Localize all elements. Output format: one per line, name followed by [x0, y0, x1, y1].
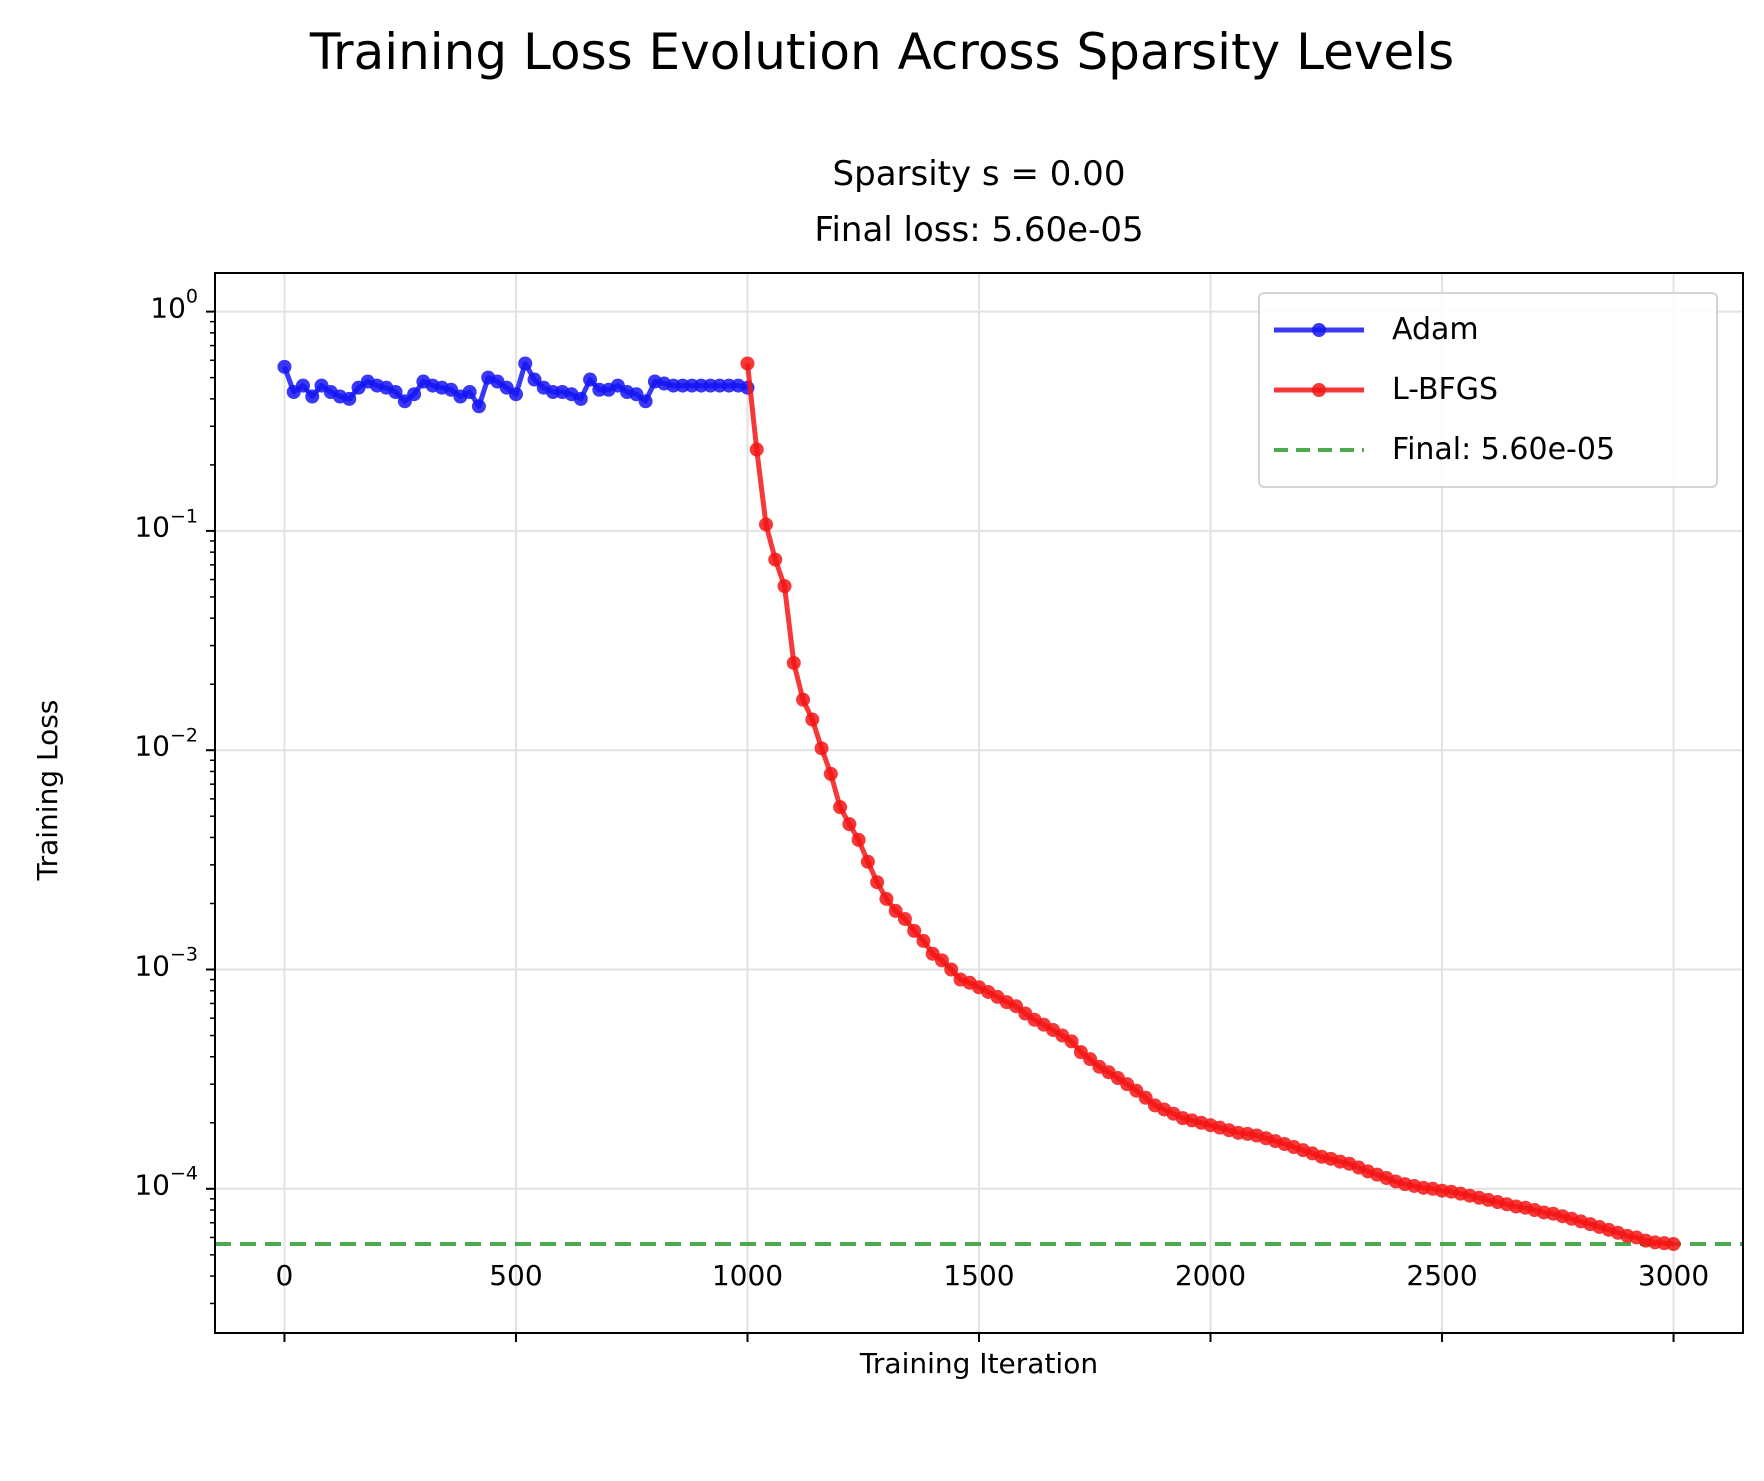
data-point-adam [295, 378, 310, 393]
data-point-lbfgs [1083, 1052, 1098, 1067]
data-point-adam [388, 384, 403, 399]
data-point-lbfgs [833, 800, 848, 815]
data-point-lbfgs [851, 832, 866, 847]
y-axis-label: Training Loss [31, 699, 64, 881]
data-point-lbfgs [823, 766, 838, 781]
legend-entry-adam: Adam [1260, 308, 1716, 352]
data-point-adam [342, 391, 357, 406]
data-point-lbfgs [768, 552, 783, 567]
data-point-lbfgs [740, 356, 755, 371]
x-tick-label: 1000 [711, 1259, 784, 1292]
data-point-adam [573, 391, 588, 406]
legend: Adam L-BFGS Final: 5.60e-05 [1258, 292, 1718, 488]
y-tick-label: 10−4 [134, 1162, 198, 1202]
data-point-adam [277, 359, 292, 374]
x-tick-label: 2000 [1174, 1259, 1247, 1292]
x-axis-label: Training Iteration [859, 1347, 1099, 1380]
data-point-lbfgs [814, 741, 829, 756]
data-point-lbfgs [805, 712, 820, 727]
figure-title: Training Loss Evolution Across Sparsity … [309, 23, 1455, 81]
data-point-lbfgs [870, 875, 885, 890]
data-point-lbfgs [1064, 1034, 1079, 1049]
axes-title-final-loss: Final loss: 5.60e-05 [814, 210, 1144, 250]
legend-swatch-final [1274, 448, 1364, 452]
data-point-lbfgs [907, 923, 922, 938]
data-point-lbfgs [860, 854, 875, 869]
data-point-lbfgs [888, 903, 903, 918]
data-point-adam [518, 356, 533, 371]
data-point-lbfgs [786, 655, 801, 670]
y-tick-label: 10−3 [134, 943, 198, 982]
legend-entry-lbfgs: L-BFGS [1260, 368, 1716, 412]
axes-title-sparsity: Sparsity s = 0.00 [832, 154, 1126, 194]
data-point-lbfgs [1138, 1090, 1153, 1105]
x-tick-label: 2500 [1406, 1259, 1478, 1292]
data-point-lbfgs [777, 579, 792, 594]
data-point-adam [462, 384, 477, 399]
data-point-adam [583, 372, 598, 387]
data-point-lbfgs [897, 911, 912, 926]
data-point-adam [508, 387, 523, 402]
data-point-lbfgs [759, 517, 774, 532]
legend-label-final: Final: 5.60e-05 [1392, 432, 1616, 467]
x-tick-label: 1500 [943, 1259, 1015, 1292]
data-point-adam [527, 372, 542, 387]
x-tick-label: 0 [275, 1259, 294, 1292]
legend-label-adam: Adam [1392, 312, 1479, 347]
data-point-lbfgs [879, 891, 894, 906]
legend-entry-final: Final: 5.60e-05 [1260, 428, 1716, 472]
y-tick-label: 100 [150, 285, 198, 325]
data-point-adam [305, 389, 320, 404]
data-point-lbfgs [934, 953, 949, 968]
data-point-lbfgs [944, 962, 959, 977]
data-point-adam [407, 387, 422, 402]
data-point-adam [638, 394, 653, 409]
data-point-lbfgs [916, 933, 931, 948]
legend-swatch-adam [1274, 323, 1364, 337]
x-tick-label: 3000 [1637, 1259, 1710, 1292]
data-point-adam [471, 399, 486, 414]
data-point-lbfgs [842, 817, 857, 832]
legend-label-lbfgs: L-BFGS [1392, 372, 1499, 407]
data-point-lbfgs [796, 692, 811, 707]
y-tick-label: 10−1 [134, 504, 198, 544]
data-point-lbfgs [749, 442, 764, 457]
legend-swatch-lbfgs [1274, 383, 1364, 397]
x-tick-label: 500 [489, 1259, 543, 1292]
y-tick-label: 10−2 [134, 724, 198, 763]
data-point-lbfgs [1666, 1237, 1681, 1252]
